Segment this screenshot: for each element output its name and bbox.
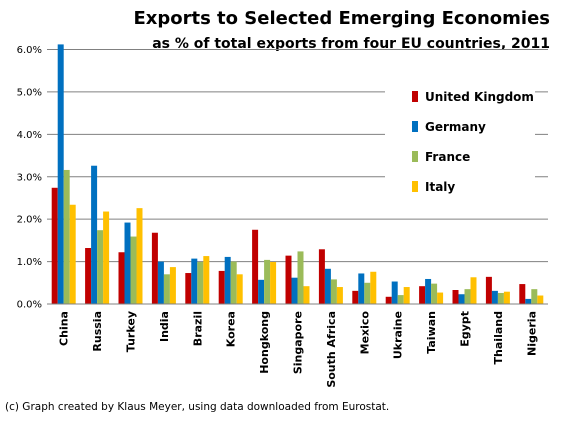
bar [297, 251, 304, 304]
bar [318, 249, 325, 304]
x-tick-label: Taiwan [425, 311, 438, 354]
bar [69, 204, 76, 304]
bar [264, 259, 271, 304]
bar [452, 290, 459, 304]
bar [391, 281, 398, 304]
bar [385, 296, 392, 304]
bar [51, 187, 58, 304]
bar [425, 278, 432, 304]
bar [431, 283, 438, 304]
bar [118, 252, 125, 304]
bar [370, 271, 377, 304]
bar [537, 295, 544, 304]
bar [531, 289, 538, 304]
bar [491, 290, 498, 304]
bar [197, 262, 204, 304]
bar [397, 295, 404, 304]
bar [437, 292, 444, 304]
legend-box [385, 78, 535, 198]
bar [97, 230, 104, 304]
bar [203, 256, 210, 304]
bar [224, 256, 231, 304]
legend-label: United Kingdom [425, 90, 534, 104]
x-tick-label: South Africa [325, 311, 338, 388]
bar [324, 268, 331, 304]
bar [252, 229, 259, 304]
legend-label: France [425, 150, 470, 164]
x-tick-label: India [158, 311, 171, 342]
x-tick-label: Egypt [459, 311, 472, 347]
y-axis-ticks: 0.0% 1.0% 2.0% 3.0% 4.0% 5.0% 6.0% [17, 45, 42, 311]
bar [519, 284, 526, 304]
x-tick-label: Brazil [191, 311, 204, 346]
legend-swatch [412, 121, 418, 132]
bar [230, 261, 237, 304]
legend-swatch [412, 91, 418, 102]
legend-label: Italy [425, 180, 455, 194]
bar [258, 279, 265, 304]
bar [419, 286, 426, 304]
bar [485, 276, 492, 304]
bar [163, 274, 170, 304]
chart: Exports to Selected Emerging Economies a… [17, 8, 550, 388]
y-tick-label: 3.0% [17, 172, 42, 183]
bar [525, 298, 532, 304]
bar [497, 292, 504, 304]
bar [352, 290, 359, 304]
bar [63, 169, 70, 304]
legend-swatch [412, 151, 418, 162]
x-tick-label: Mexico [358, 311, 371, 355]
chart-subtitle: as % of total exports from four EU count… [152, 36, 550, 52]
bar [124, 222, 131, 304]
bar [185, 273, 192, 304]
bar [458, 294, 465, 304]
chart-title: Exports to Selected Emerging Economies [133, 8, 550, 29]
bar [270, 262, 277, 304]
bar [236, 274, 243, 304]
bar [303, 286, 310, 304]
y-tick-label: 0.0% [17, 300, 42, 311]
bar [503, 291, 510, 304]
bar [470, 277, 477, 304]
y-tick-label: 1.0% [17, 257, 42, 268]
y-tick-label: 5.0% [17, 87, 42, 98]
bar [285, 255, 292, 304]
bar [336, 287, 343, 304]
x-tick-label: Hongkong [258, 311, 271, 374]
bar [358, 273, 365, 304]
bar [403, 287, 410, 304]
x-tick-label: Ukraine [392, 311, 405, 359]
y-tick-label: 2.0% [17, 215, 42, 226]
bars [51, 44, 544, 304]
bar [169, 267, 176, 304]
legend-swatch [412, 181, 418, 192]
x-tick-label: China [58, 311, 71, 346]
bar [218, 270, 225, 304]
bar [157, 261, 164, 304]
y-tick-label: 4.0% [17, 130, 42, 141]
bar [85, 248, 92, 304]
x-axis-labels: China Russia Turkey India Brazil Korea Hongkon… [58, 311, 539, 388]
bar [136, 208, 143, 304]
bar [330, 279, 337, 304]
bar [464, 289, 471, 304]
x-tick-label: Turkey [125, 311, 138, 352]
legend-label: Germany [425, 120, 486, 134]
bar [191, 258, 198, 304]
legend: United Kingdom Germany France Italy [412, 90, 534, 194]
bar [364, 282, 371, 304]
bar [103, 211, 110, 304]
bar [91, 165, 98, 304]
bar [130, 236, 137, 304]
source-note: (c) Graph created by Klaus Meyer, using … [5, 401, 390, 413]
bar [291, 277, 298, 304]
x-tick-label: Korea [225, 311, 238, 347]
x-tick-label: Thailand [492, 311, 505, 364]
x-tick-label: Singapore [292, 311, 305, 374]
y-tick-label: 6.0% [17, 45, 42, 56]
x-tick-label: Russia [91, 311, 104, 352]
bar [57, 44, 64, 304]
x-tick-label: Nigeria [525, 311, 538, 356]
bar [151, 232, 158, 304]
